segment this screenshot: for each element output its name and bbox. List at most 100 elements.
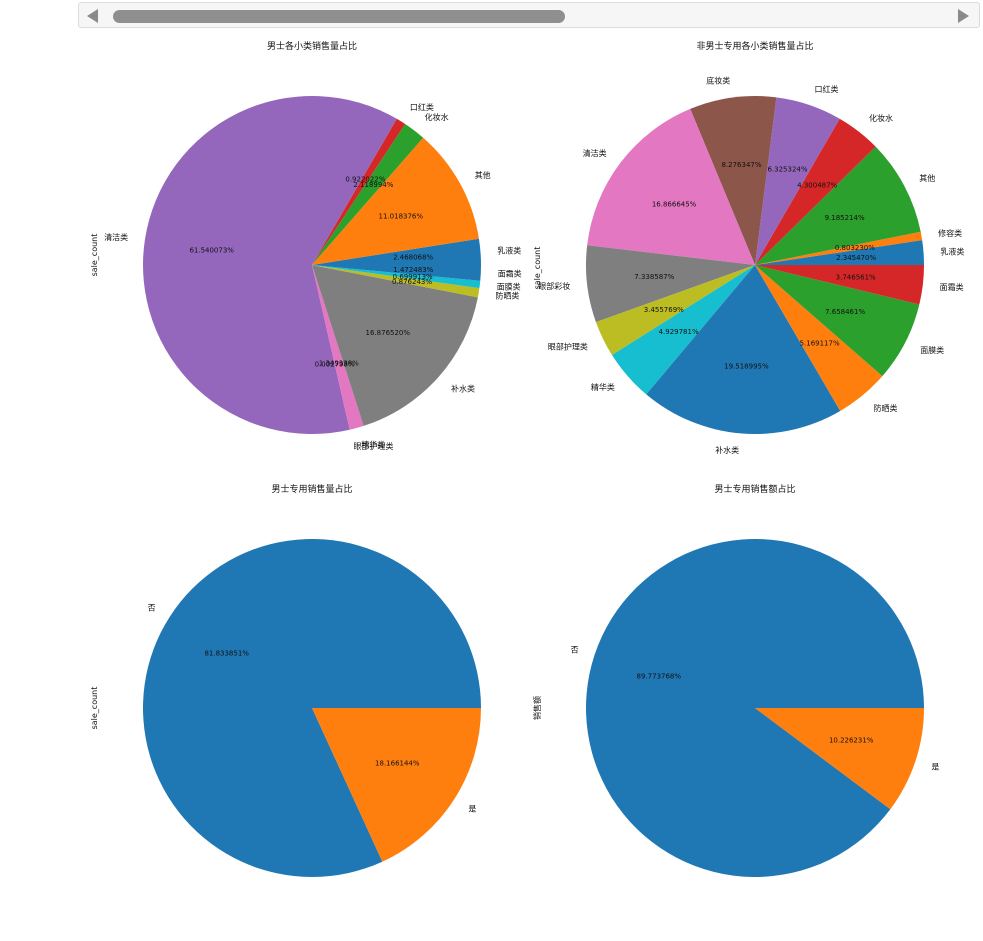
pie-slice [312, 123, 424, 266]
slice-percent-label: 2.118994% [353, 181, 393, 189]
slice-label: 面膜类 [920, 345, 944, 355]
slice-label: 眼部护理类 [548, 341, 588, 351]
pie-slice [595, 265, 755, 356]
slice-percent-label: 3.746561% [836, 273, 876, 281]
pie-slice [755, 265, 883, 411]
pie-chart-3: 男士专用销售量占比 sale_count 否 81.833851% 是 18.166144… [90, 483, 482, 878]
pie-slice [312, 238, 481, 265]
pie-slice [755, 118, 876, 266]
arrow-right-icon[interactable] [958, 9, 969, 23]
slice-label: 是 [468, 804, 476, 813]
y-axis-label: sale_count [90, 687, 99, 730]
slice-percent-label: 61.540073% [189, 246, 234, 254]
pie-slice [755, 265, 924, 305]
slice-percent-label: 0.002798% [315, 360, 355, 368]
slice-percent-label: 7.658461% [825, 308, 865, 316]
slice-percent-label: 11.018376% [379, 213, 424, 221]
slice-label: 防晒类 [874, 403, 898, 413]
slice-percent-label: 5.169117% [800, 340, 840, 348]
horizontal-scrollbar[interactable] [78, 2, 980, 28]
pie-slice [143, 96, 397, 435]
slice-percent-label: 16.876520% [366, 329, 411, 337]
slice-label: 乳液类 [940, 246, 964, 256]
slice-percent-label: 3.455769% [644, 306, 684, 314]
slice-label: 修容类 [938, 228, 962, 238]
slice-label: 其他 [475, 170, 491, 180]
slice-label: 化妆水 [425, 112, 449, 122]
slice-label: 眼部彩妆 [538, 281, 570, 291]
pie-chart-1: 男士各小类销售量占比 sale_count 乳液类 2.468068% 其他 11.018… [90, 40, 522, 451]
pie-slice [755, 146, 921, 265]
slice-percent-label: 81.833851% [204, 650, 249, 658]
pie-slice [312, 118, 406, 265]
slice-percent-label: 0.803230% [835, 244, 875, 252]
pie-slice [755, 708, 925, 810]
slice-label: 面膜类 [497, 281, 521, 291]
slice-label: 乳液类 [497, 246, 521, 256]
pie-slice [312, 265, 481, 289]
pie-slice [755, 265, 920, 377]
slice-label: 口红类 [815, 84, 839, 94]
slice-percent-label: 16.866645% [652, 200, 697, 208]
slice-percent-label: 1.349338% [319, 359, 359, 367]
slice-percent-label: 89.773768% [637, 673, 682, 681]
pie-slice [312, 137, 479, 265]
pie-slice [646, 265, 841, 435]
slice-percent-label: 1.472483% [393, 266, 433, 274]
pie-slice [755, 97, 840, 265]
slice-label: 补水类 [715, 445, 739, 455]
slice-label: 口红类 [410, 102, 434, 112]
slice-label: 其他 [919, 173, 935, 183]
pie-slice [312, 265, 350, 430]
slice-label: 精华类 [361, 439, 385, 449]
slice-label: 底妆类 [706, 76, 730, 86]
slice-percent-label: 2.468068% [393, 254, 433, 262]
slice-percent-label: 2.345470% [836, 254, 876, 262]
slice-percent-label: 10.226231% [829, 737, 874, 745]
pie-slice [312, 265, 480, 298]
chart-title: 男士专用销售额占比 [714, 483, 795, 495]
scrollbar-thumb[interactable] [113, 10, 565, 23]
slice-percent-label: 0.876243% [392, 278, 432, 286]
slice-label: 清洁类 [104, 232, 128, 242]
slice-percent-label: 0.699913% [393, 273, 433, 281]
slice-percent-label: 4.929781% [659, 328, 699, 336]
slice-label: 是 [931, 763, 939, 772]
arrow-left-icon[interactable] [87, 9, 98, 23]
pie-slice [611, 265, 755, 395]
y-axis-label: sale_count [533, 247, 542, 290]
slice-percent-label: 4.300487% [797, 181, 837, 189]
slice-percent-label: 9.185214% [825, 214, 865, 222]
slice-percent-label: 18.166144% [375, 759, 420, 767]
slice-label: 否 [148, 604, 156, 613]
slice-label: 清洁类 [583, 148, 607, 158]
slice-label: 补水类 [451, 384, 475, 394]
slice-percent-label: 6.325324% [767, 165, 807, 173]
slice-label: 面霜类 [940, 282, 964, 292]
pie-slice [587, 108, 755, 265]
pie-slice [312, 265, 478, 426]
slice-label: 面霜类 [498, 269, 522, 279]
slice-label: 精华类 [591, 382, 615, 392]
pie-slice [143, 539, 482, 878]
pie-chart-2: 非男士专用各小类销售量占比 sale_count 乳液类 2.345470% 修容类 0.… [533, 40, 964, 455]
pie-slice [585, 245, 755, 323]
pie-slice [690, 95, 777, 265]
slice-label: 化妆水 [869, 113, 893, 123]
chart-title: 非男士专用各小类销售量占比 [696, 40, 813, 52]
slice-percent-label: 8.276347% [721, 161, 761, 169]
pie-slice [755, 231, 923, 265]
pie-slice [312, 265, 364, 430]
slice-percent-label: 0.922022% [345, 175, 385, 183]
y-axis-label: 销售额 [532, 696, 542, 720]
y-axis-label: sale_count [90, 234, 99, 277]
slice-label: 防晒类 [495, 291, 519, 301]
slice-label: 否 [571, 645, 579, 654]
slice-label: 眼部护理类 [354, 441, 394, 451]
pie-slice [755, 240, 924, 265]
pie-slice [312, 265, 481, 281]
pie-slice [586, 539, 924, 878]
pie-slice [312, 708, 481, 862]
